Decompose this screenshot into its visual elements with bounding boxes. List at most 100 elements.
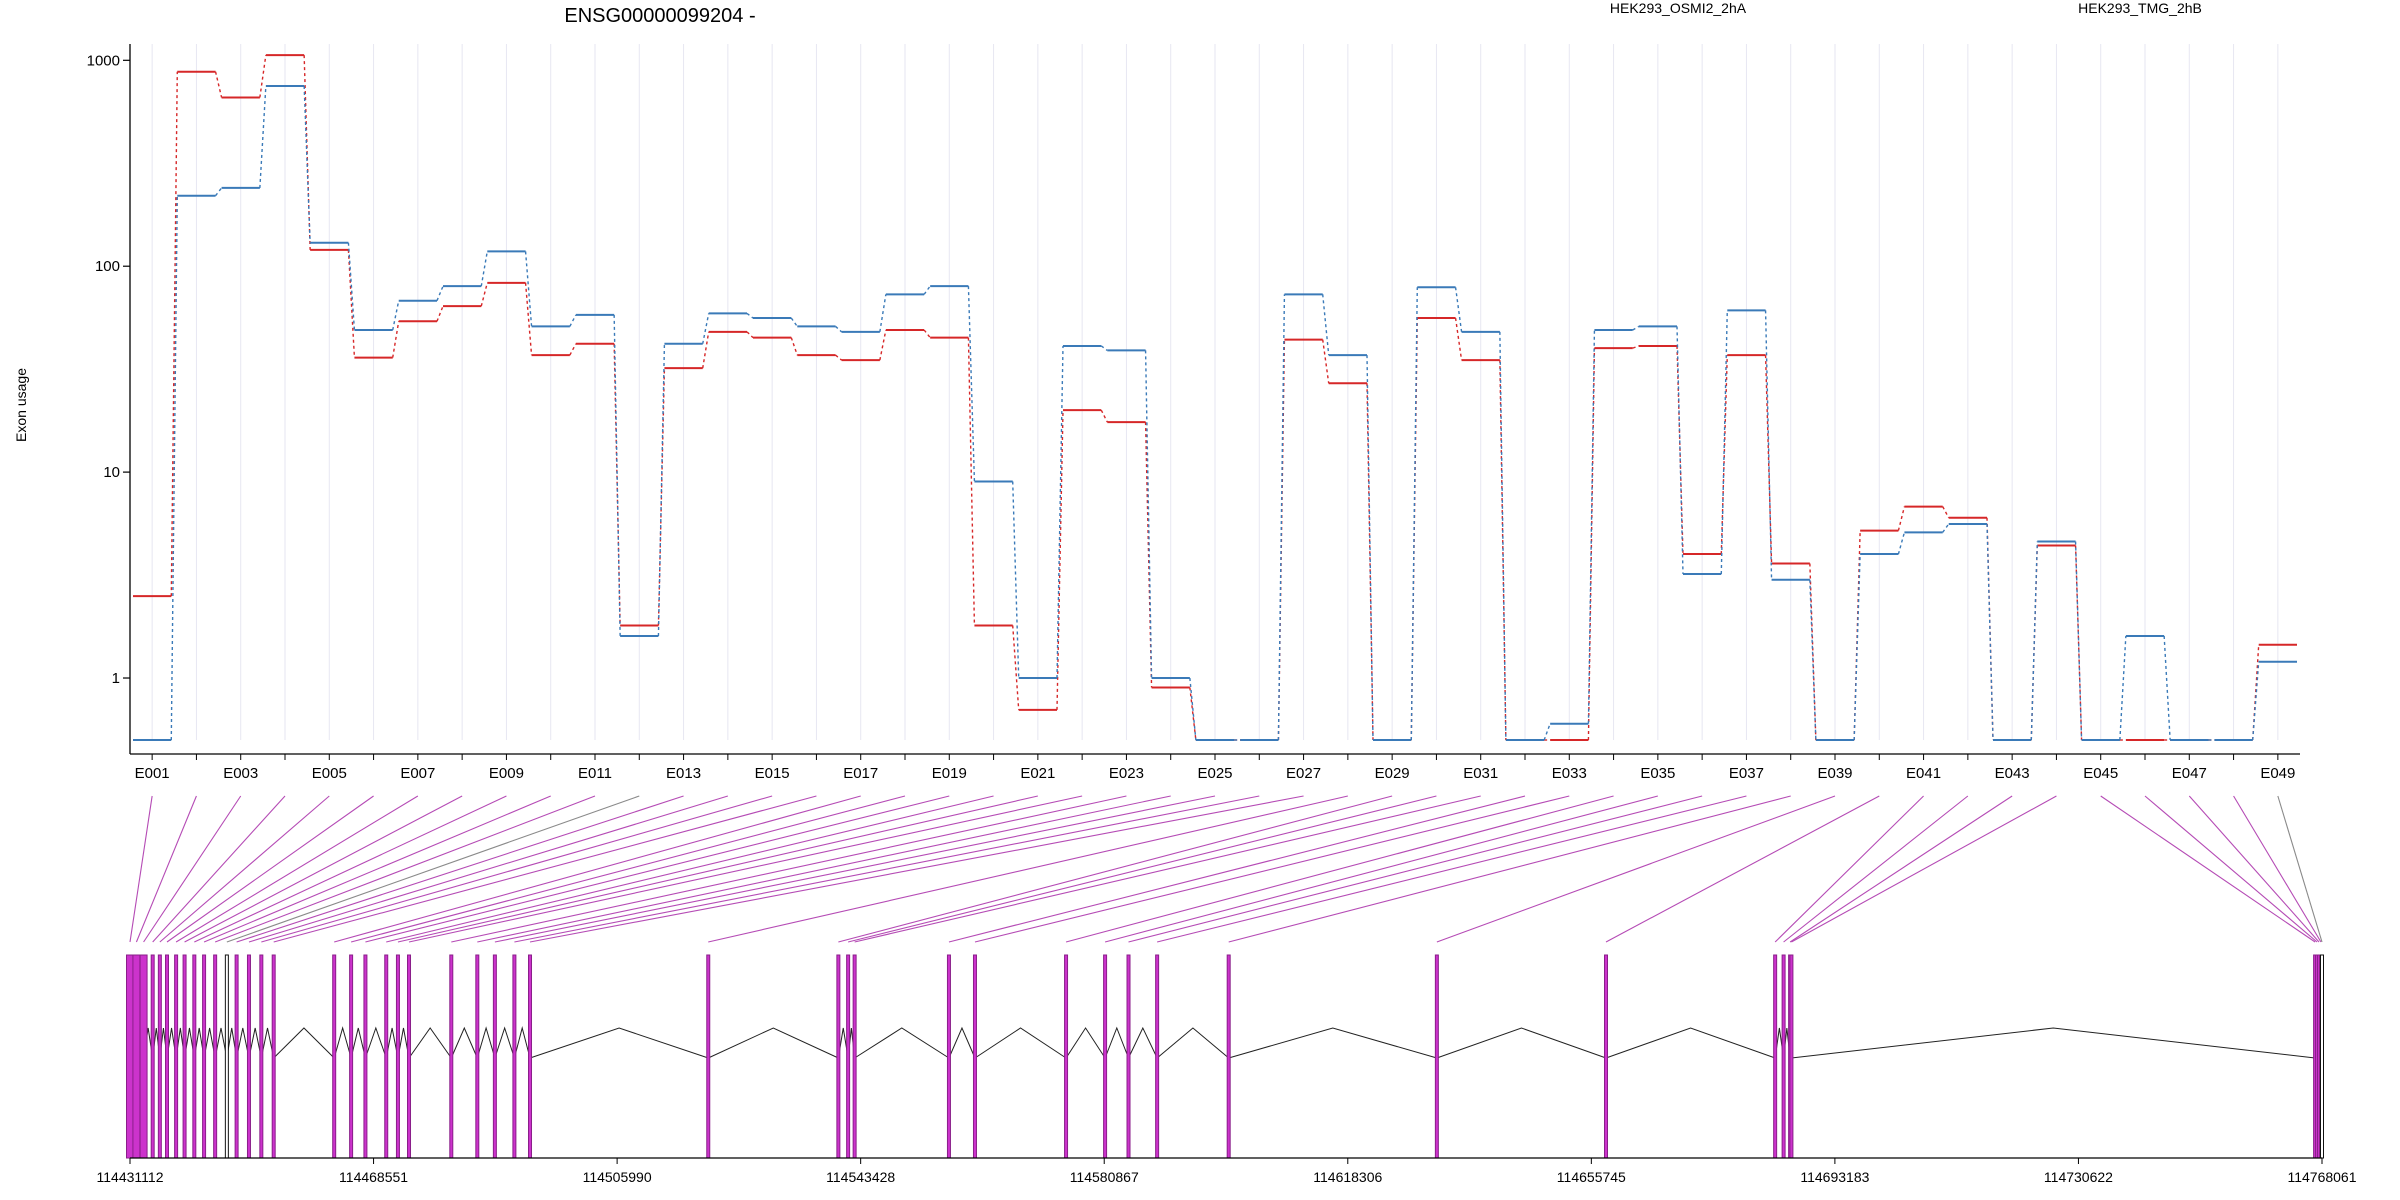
exon-connector-E010 xyxy=(203,795,551,943)
exon-connector-E011 xyxy=(214,795,596,943)
exon-connector-E038 xyxy=(1228,795,1791,943)
exon-box-E049 xyxy=(2320,954,2324,1159)
series-osmi2-connector xyxy=(879,329,887,361)
series-tmg-connector xyxy=(1012,481,1020,679)
exon-connector-E031 xyxy=(854,795,1481,943)
exon-box-E027 xyxy=(528,954,533,1159)
series-tmg-connector xyxy=(1366,355,1374,741)
intron-line xyxy=(248,1027,262,1059)
series-osmi2-connector xyxy=(2252,644,2260,741)
series-osmi2-connector xyxy=(1897,506,1906,531)
intron-line xyxy=(513,1026,531,1059)
exon-box-E028 xyxy=(706,954,711,1159)
exon-box-E037 xyxy=(1155,954,1160,1159)
exon-connector-E027 xyxy=(529,795,1304,943)
series-tmg-connector xyxy=(1189,677,1197,741)
x-tick-label: E031 xyxy=(1463,765,1498,782)
x-tick-label: E043 xyxy=(1995,765,2030,782)
exon-box-E017 xyxy=(332,954,337,1159)
exon-connector-E007 xyxy=(175,795,419,943)
series-tmg-connector xyxy=(1632,325,1640,331)
series-osmi2-connector xyxy=(746,331,754,339)
series-tmg-connector xyxy=(2252,661,2260,741)
series-tmg-connector xyxy=(1454,287,1463,332)
intron-line xyxy=(260,1027,275,1059)
series-tmg-connector xyxy=(1410,287,1418,741)
series-tmg-connector xyxy=(1676,326,1684,575)
series-osmi2-connector xyxy=(1012,625,1020,710)
exon-box-E044 xyxy=(1789,954,1794,1159)
genomic-tick-label: 114505990 xyxy=(583,1169,652,1185)
series-osmi2-connector xyxy=(569,343,577,356)
genomic-tick-label: 114543428 xyxy=(826,1169,895,1185)
series-tmg-connector xyxy=(1144,350,1153,679)
intron-line xyxy=(974,1027,1067,1059)
y-tick-label: 1000 xyxy=(87,52,120,69)
exon-box-E010 xyxy=(202,954,207,1159)
exon-box-E032 xyxy=(946,954,951,1159)
exon-connector-E005 xyxy=(159,795,330,943)
intron-line xyxy=(529,1027,709,1059)
series-osmi2-connector xyxy=(702,331,710,369)
exon-connector-E037 xyxy=(1156,795,1747,943)
y-tick-label: 100 xyxy=(95,258,120,275)
series-tmg-connector xyxy=(1100,345,1108,351)
series-tmg-group xyxy=(133,85,2297,741)
series-tmg-connector xyxy=(2163,635,2171,741)
intron-line xyxy=(494,1026,515,1059)
exon-connector-E001 xyxy=(129,795,153,943)
exon-connector-E042 xyxy=(1783,795,1969,943)
exon-connector-E022 xyxy=(408,795,1083,943)
exon-connector-E028 xyxy=(708,795,1348,943)
exon-connector-E004 xyxy=(152,795,286,943)
exon-connector-E029 xyxy=(838,795,1393,943)
intron-line xyxy=(1065,1027,1106,1059)
exon-box-E023 xyxy=(449,954,454,1159)
series-tmg-connector xyxy=(170,195,178,741)
series-tmg-connector xyxy=(1720,310,1728,575)
series-tmg-connector xyxy=(436,285,444,301)
intron-line xyxy=(1128,1026,1158,1059)
exon-box-E016 xyxy=(271,954,276,1159)
exon-connector-E039 xyxy=(1436,795,1836,943)
series-osmi2-connector xyxy=(1454,317,1463,361)
exon-box-E038 xyxy=(1226,954,1231,1159)
series-osmi2-connector xyxy=(347,249,356,358)
exon-box-E002 xyxy=(132,954,141,1159)
series-tmg-connector xyxy=(392,300,400,331)
intron-line xyxy=(708,1027,839,1059)
series-osmi2-connector xyxy=(1100,409,1108,423)
x-tick-label: E019 xyxy=(932,765,967,782)
series-osmi2-connector xyxy=(923,329,931,339)
genomic-tick-label: 114768061 xyxy=(2287,1169,2356,1185)
exon-box-E020 xyxy=(384,954,389,1159)
exon-box-E022 xyxy=(407,954,412,1159)
series-tmg-connector xyxy=(657,343,666,637)
series-tmg-connector xyxy=(1942,523,1950,533)
exon-box-E008 xyxy=(182,954,187,1159)
exon-connector-E025 xyxy=(494,795,1216,943)
series-osmi2-connector xyxy=(214,71,223,98)
series-tmg-connector xyxy=(480,251,488,287)
series-osmi2-connector xyxy=(1632,345,1639,349)
x-tick-label: E015 xyxy=(755,765,790,782)
x-tick-label: E039 xyxy=(1817,765,1852,782)
exon-connector-E018 xyxy=(350,795,906,943)
x-tick-label: E027 xyxy=(1286,765,1321,782)
exon-connector-E046 xyxy=(2144,795,2318,943)
series-tmg-connector xyxy=(746,312,754,319)
intron-line xyxy=(1104,1026,1129,1059)
intron-line xyxy=(1228,1027,1438,1059)
x-tick-label: E023 xyxy=(1109,765,1144,782)
exon-box-E029 xyxy=(836,954,841,1159)
series-osmi2-connector xyxy=(480,282,488,307)
exon-box-E013 xyxy=(234,954,239,1159)
exon-box-E039 xyxy=(1434,954,1439,1159)
series-tmg-connector xyxy=(967,286,976,482)
intron-line xyxy=(1436,1027,1607,1059)
exon-connector-E047 xyxy=(2188,795,2320,943)
series-tmg-connector xyxy=(1277,294,1286,741)
exon-connector-E041 xyxy=(1774,795,1924,943)
exon-box-E018 xyxy=(349,954,354,1159)
exon-box-E030 xyxy=(846,954,851,1159)
